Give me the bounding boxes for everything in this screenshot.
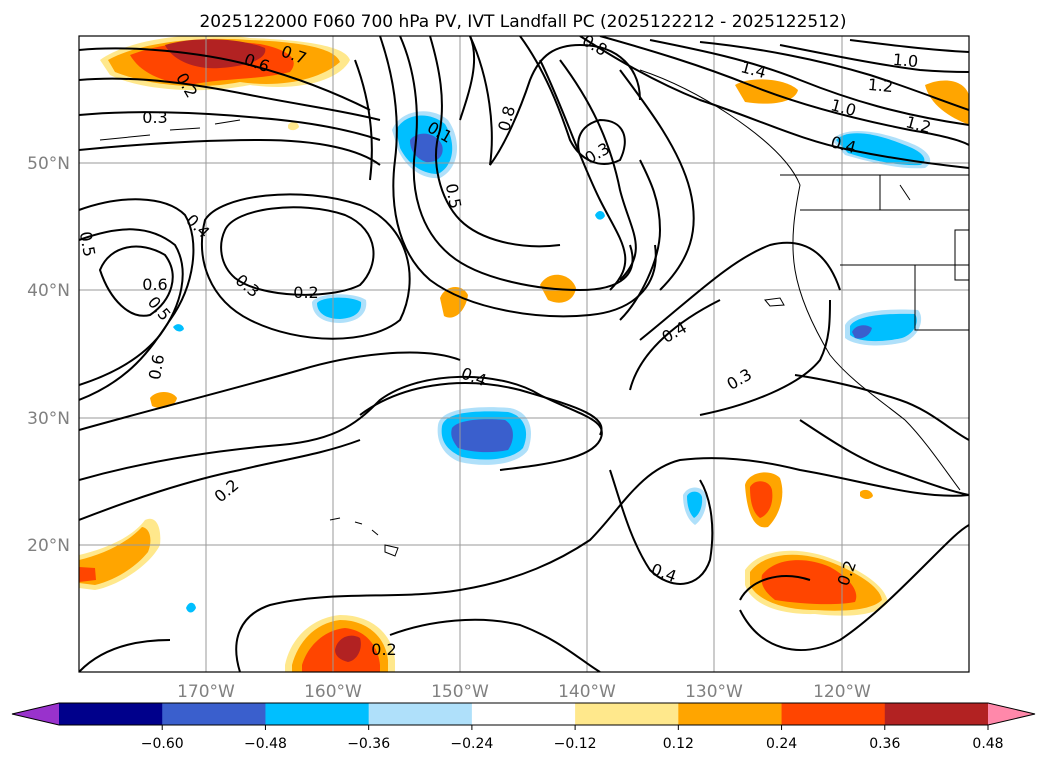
map-frame: [78, 35, 970, 673]
latitude-labels: 50°N 40°N 30°N 20°N: [27, 154, 70, 556]
colorbar-segment: [575, 703, 679, 725]
lon-label: 150°W: [431, 682, 489, 702]
colorbar-outline: [11, 702, 1036, 726]
contour-label: 1.2: [867, 75, 894, 96]
colorbar-tick-label: 0.12: [663, 736, 694, 752]
contour-label: 0.6: [142, 275, 167, 294]
colorbar-segment: [368, 703, 473, 725]
colorbar-tick-label: −0.48: [244, 736, 287, 752]
map-title: 2025122000 F060 700 hPa PV, IVT Landfall…: [199, 12, 846, 32]
colorbar-segment: [471, 703, 576, 725]
lon-label: 140°W: [558, 682, 616, 702]
contour-label: 0.2: [293, 283, 318, 302]
colorbar-tick-label: 0.24: [766, 736, 797, 752]
colorbar-segment: [59, 703, 163, 725]
map-panel: 0.6 0.7 0.2 0.3 0.1 0.5 0.8 0.8 0.3 1.4 …: [76, 35, 970, 673]
colorbar-tick-label: −0.12: [554, 736, 597, 752]
colorbar-tick-label: 0.48: [972, 736, 1003, 752]
lon-label: 120°W: [813, 682, 871, 702]
lat-label: 30°N: [27, 409, 70, 429]
colorbar-segment: [678, 703, 783, 725]
colorbar-tick-label: 0.36: [869, 736, 900, 752]
pv-contours: [79, 36, 969, 672]
lat-label: 40°N: [27, 281, 70, 301]
colorbar-extend-high: [988, 703, 1035, 725]
colorbar-segment: [265, 703, 370, 725]
colorbar-tick-label: −0.60: [141, 736, 184, 752]
graticule: [79, 36, 969, 672]
negative-shading: [173, 111, 931, 613]
lon-label: 160°W: [304, 682, 362, 702]
coastline: [99, 69, 969, 557]
contour-label: 1.0: [892, 50, 919, 71]
contour-label: 0.5: [76, 230, 99, 258]
lon-label: 130°W: [685, 682, 743, 702]
colorbar-tick-label: −0.24: [450, 736, 493, 752]
colorbar-segment: [781, 703, 886, 725]
contour-label: 0.2: [371, 640, 396, 659]
colorbar: −0.60 −0.48 −0.36 −0.24 −0.12 0.12 0.24 0.36 0.4…: [11, 702, 1036, 752]
colorbar-segment: [884, 703, 989, 725]
lat-label: 50°N: [27, 154, 70, 174]
longitude-labels: 170°W 160°W 150°W 140°W 130°W 120°W: [177, 682, 871, 702]
colorbar-extend-low: [12, 703, 59, 725]
contour-label: 0.5: [442, 182, 465, 210]
lon-label: 170°W: [177, 682, 235, 702]
contour-label: 0.6: [145, 353, 168, 381]
lat-label: 20°N: [27, 536, 70, 556]
colorbar-segment: [162, 703, 266, 725]
colorbar-tick-label: −0.36: [347, 736, 390, 752]
contour-label: 0.3: [142, 108, 167, 127]
